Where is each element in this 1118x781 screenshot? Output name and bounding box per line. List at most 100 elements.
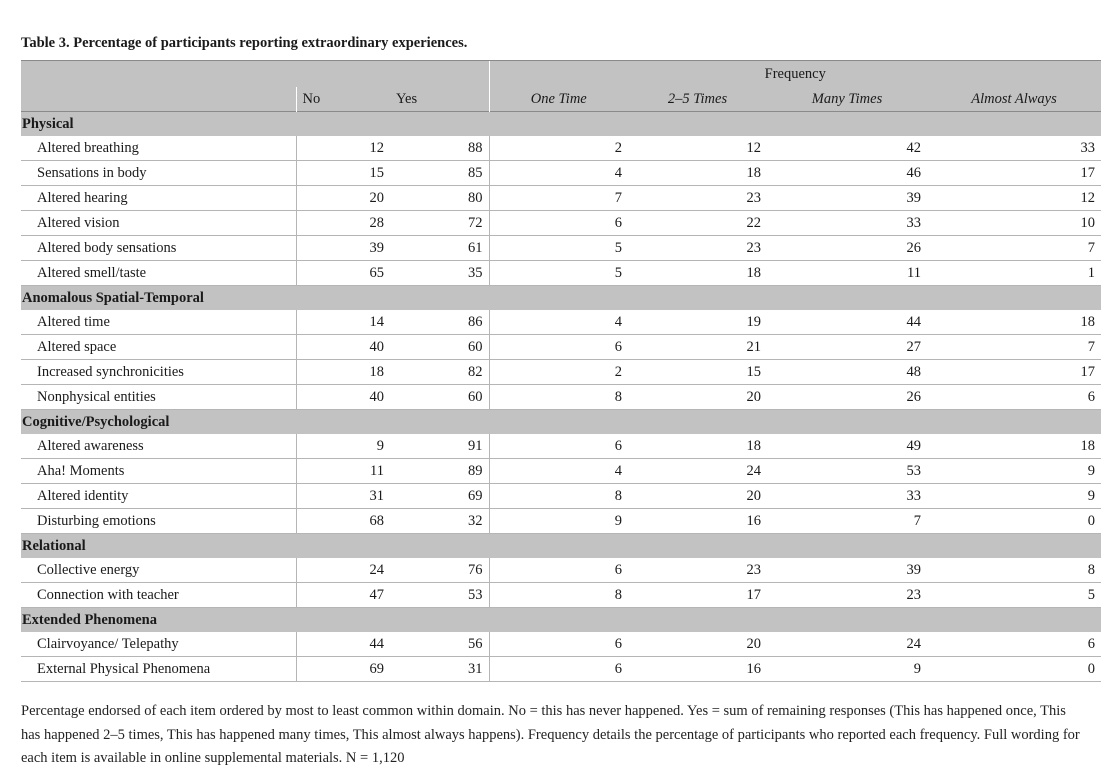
cell-value: 44 (767, 310, 927, 335)
cell-value: 18 (927, 434, 1102, 459)
cell-value: 35 (390, 260, 489, 286)
cell-value: 85 (390, 160, 489, 186)
cell-value: 17 (628, 582, 767, 608)
cell-value: 48 (767, 359, 927, 385)
cell-value: 40 (295, 384, 390, 410)
cell-value: 4 (488, 458, 628, 484)
item-label: Altered time (21, 310, 297, 335)
item-label: Increased synchronicities (21, 359, 297, 385)
cell-value: 12 (295, 136, 390, 161)
cell-value: 0 (927, 508, 1102, 534)
cell-value: 20 (295, 185, 390, 211)
cell-value: 18 (628, 160, 767, 186)
cell-value: 49 (767, 434, 927, 459)
cell-value: 33 (767, 483, 927, 509)
cell-value: 23 (628, 185, 767, 211)
cell-value: 6 (488, 434, 628, 459)
cell-value: 76 (390, 558, 489, 583)
item-label: Sensations in body (21, 160, 297, 186)
table-notes: Percentage endorsed of each item ordered… (21, 703, 1080, 766)
cell-value: 0 (927, 656, 1102, 682)
cell-value: 8 (488, 384, 628, 410)
cell-value: 26 (767, 384, 927, 410)
cell-value: 9 (767, 656, 927, 682)
table-row: External Physical Phenomena 69 31 6 16 9 0 (21, 656, 1102, 682)
cell-value: 7 (488, 185, 628, 211)
item-label: Altered space (21, 334, 297, 360)
cell-value: 56 (390, 632, 489, 657)
table-row: Collective energy 24 76 6 23 39 8 (21, 558, 1102, 583)
cell-value: 20 (628, 483, 767, 509)
cell-value: 47 (295, 582, 390, 608)
cell-value: 86 (390, 310, 489, 335)
item-label: Altered hearing (21, 185, 297, 211)
cell-value: 6 (488, 558, 628, 583)
cell-value: 72 (390, 210, 489, 236)
cell-value: 6 (488, 632, 628, 657)
cell-value: 14 (295, 310, 390, 335)
cell-value: 20 (628, 384, 767, 410)
cell-value: 32 (390, 508, 489, 534)
cell-value: 69 (295, 656, 390, 682)
cell-value: 23 (628, 558, 767, 583)
cell-value: 5 (488, 260, 628, 286)
cell-value: 18 (628, 260, 767, 286)
cell-value: 53 (390, 582, 489, 608)
section-row: Physical (21, 111, 1102, 136)
cell-value: 6 (488, 210, 628, 236)
cell-value: 17 (927, 359, 1102, 385)
cell-value: 61 (390, 235, 489, 261)
section-row: Extended Phenomena (21, 607, 1102, 632)
cell-value: 6 (927, 384, 1102, 410)
section-label: Cognitive/Psychological (21, 409, 1102, 434)
cell-value: 39 (295, 235, 390, 261)
item-label: Altered vision (21, 210, 297, 236)
cell-value: 68 (295, 508, 390, 534)
cell-value: 18 (295, 359, 390, 385)
cell-value: 18 (628, 434, 767, 459)
cell-value: 9 (927, 483, 1102, 509)
cell-value: 17 (927, 160, 1102, 186)
table-row: Disturbing emotions 68 32 9 16 7 0 (21, 508, 1102, 534)
cell-value: 82 (390, 359, 489, 385)
cell-value: 7 (767, 508, 927, 534)
item-label: Altered smell/taste (21, 260, 297, 286)
table-row: Connection with teacher 47 53 8 17 23 5 (21, 582, 1102, 608)
section-label: Relational (21, 533, 1102, 558)
cell-value: 39 (767, 558, 927, 583)
cell-value: 88 (390, 136, 489, 161)
cell-value: 11 (295, 458, 390, 484)
cell-value: 2 (488, 359, 628, 385)
cell-value: 15 (628, 359, 767, 385)
table-row: Altered smell/taste 65 35 5 18 11 1 (21, 260, 1102, 286)
item-label: Aha! Moments (21, 458, 297, 484)
cell-value: 80 (390, 185, 489, 211)
col-header-yes: Yes (390, 87, 489, 112)
cell-value: 19 (628, 310, 767, 335)
table-caption: Table 3. Percentage of participants repo… (21, 35, 468, 51)
col-header-2-5-times: 2–5 Times (628, 87, 767, 112)
item-label: Collective energy (21, 558, 297, 583)
experiences-table: Frequency No Yes One Time 2–5 Times Many… (21, 60, 1102, 682)
table-row: Altered body sensations 39 61 5 23 26 7 (21, 235, 1102, 261)
cell-value: 31 (295, 483, 390, 509)
cell-value: 9 (927, 458, 1102, 484)
item-label: External Physical Phenomena (21, 656, 297, 682)
cell-value: 5 (927, 582, 1102, 608)
header-row-frequency: Frequency (21, 60, 1102, 87)
col-header-almost-always: Almost Always (927, 87, 1102, 112)
section-row: Cognitive/Psychological (21, 409, 1102, 434)
cell-value: 65 (295, 260, 390, 286)
section-row: Anomalous Spatial-Temporal (21, 285, 1102, 310)
cell-value: 69 (390, 483, 489, 509)
section-row: Relational (21, 533, 1102, 558)
cell-value: 23 (767, 582, 927, 608)
table-row: Altered hearing 20 80 7 23 39 12 (21, 185, 1102, 211)
cell-value: 33 (927, 136, 1102, 161)
cell-value: 6 (488, 334, 628, 360)
item-label: Altered breathing (21, 136, 297, 161)
cell-value: 28 (295, 210, 390, 236)
cell-value: 24 (295, 558, 390, 583)
col-header-one-time: One Time (488, 87, 628, 112)
cell-value: 1 (927, 260, 1102, 286)
